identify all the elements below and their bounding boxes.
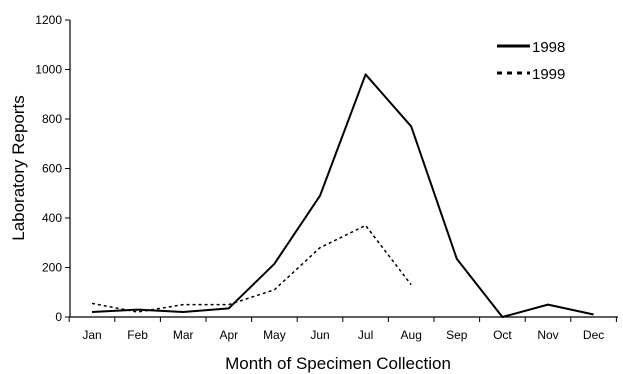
series-line-1999	[91, 224, 412, 313]
x-tick-label: Jul	[358, 328, 373, 342]
y-tick-label: 1000	[35, 63, 62, 77]
x-axis-title: Month of Specimen Collection	[225, 354, 451, 373]
y-tick-label: 0	[55, 310, 62, 324]
x-tick-label: Jan	[82, 328, 101, 342]
series-layer	[91, 73, 594, 318]
axes	[69, 20, 618, 318]
x-tick-label: Nov	[537, 328, 558, 342]
x-tick-label: Aug	[401, 328, 422, 342]
y-tick-label: 800	[42, 112, 62, 126]
x-tick-label: Apr	[219, 328, 238, 342]
x-tick-label: Feb	[127, 328, 148, 342]
legend-label-1998: 1998	[532, 39, 565, 56]
y-tick-label: 400	[42, 211, 62, 225]
series-line-1998	[91, 73, 594, 318]
y-axis-title: Laboratory Reports	[9, 95, 28, 241]
y-tick-label: 200	[42, 261, 62, 275]
x-tick-label: Dec	[583, 328, 604, 342]
x-ticks: Jan Feb Mar Apr May Jun Jul Aug Sep Oct Nov Dec	[68, 317, 617, 342]
x-tick-label: May	[263, 328, 286, 342]
legend-label-1999: 1999	[532, 66, 565, 83]
y-tick-label: 600	[42, 162, 62, 176]
x-tick-label: Mar	[173, 328, 194, 342]
x-tick-label: Jun	[310, 328, 329, 342]
y-ticks: 0 200 400 600 800 1000 1200	[35, 13, 70, 324]
x-tick-label: Oct	[493, 328, 512, 342]
y-tick-label: 1200	[35, 13, 62, 27]
legend: 1998 1999	[497, 39, 565, 83]
x-tick-label: Sep	[446, 328, 468, 342]
